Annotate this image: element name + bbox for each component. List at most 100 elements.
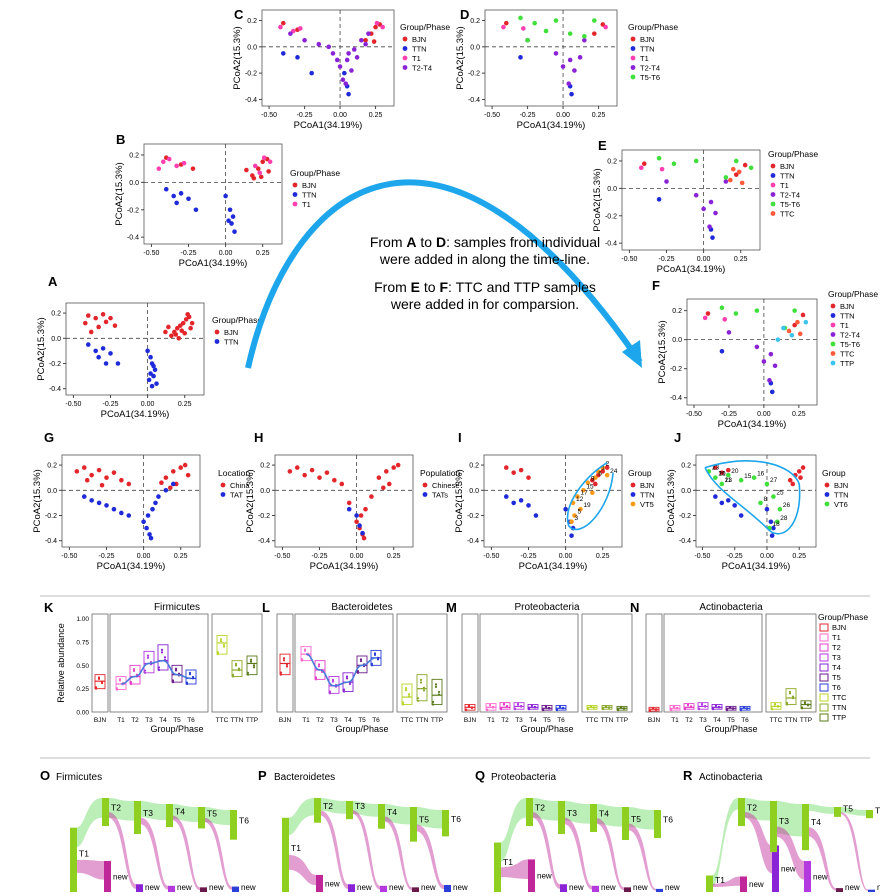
legend-swatch	[630, 74, 636, 80]
box-point	[370, 662, 374, 665]
point-chinese	[369, 494, 374, 499]
point-ttn	[85, 342, 91, 347]
box-point	[527, 707, 531, 710]
box-point	[586, 707, 590, 710]
box-point	[686, 703, 690, 706]
point-tat	[170, 481, 176, 487]
box-point	[431, 703, 435, 706]
point-bjn	[85, 313, 91, 318]
point-t2-t4	[707, 224, 712, 230]
box-point	[282, 657, 286, 660]
box-point	[279, 671, 283, 674]
box-point	[714, 704, 718, 707]
point-t1	[257, 170, 263, 176]
box-point	[132, 669, 136, 673]
x-tick-label: -0.25	[99, 553, 115, 560]
x-axis-label: PCoA1(34.19%)	[517, 120, 586, 131]
point-t2-t4	[316, 41, 322, 47]
point-t1	[267, 159, 273, 165]
sankey-node-label: T1	[79, 849, 89, 859]
sankey-node-label: T6	[451, 814, 461, 824]
point-china	[163, 475, 169, 480]
point-bjn	[266, 169, 271, 174]
x-tick-label: 0.25	[792, 553, 806, 560]
point-chinese	[361, 535, 367, 541]
point-ttn	[149, 383, 155, 389]
box-point	[404, 689, 408, 692]
new-node-label: new	[209, 883, 224, 892]
box-point	[651, 706, 655, 710]
sankey-node-label: T5	[207, 809, 217, 819]
legend-swatch	[402, 36, 408, 42]
point-bjn	[180, 320, 186, 326]
point-ttn	[710, 235, 715, 240]
box-point	[314, 676, 318, 679]
new-node-label: new	[325, 879, 340, 888]
point-ttn	[342, 70, 347, 76]
box-point	[607, 706, 611, 709]
box-point	[246, 671, 250, 674]
point-bjn	[163, 329, 168, 335]
box-point	[376, 656, 380, 659]
legend-label: T1	[412, 54, 421, 63]
legend-swatch	[830, 341, 836, 347]
box-point	[419, 678, 423, 681]
box-point	[530, 704, 534, 707]
x-tick-label: TTN	[785, 717, 798, 724]
sankey-node-t4	[166, 804, 173, 828]
box-point	[328, 692, 332, 695]
x-axis-label: Group/Phase	[150, 724, 203, 734]
box-point	[683, 707, 687, 710]
facet-frame	[294, 613, 394, 713]
box-point	[94, 686, 98, 689]
box-point	[252, 664, 256, 667]
box-point	[356, 671, 360, 674]
sample-label: 11	[725, 477, 732, 484]
box-iqr	[129, 664, 141, 685]
legend-label: T5	[832, 673, 841, 682]
point-bjn	[112, 323, 118, 328]
point-t5-t6	[733, 158, 739, 164]
point-bjn	[88, 329, 94, 335]
point-bjn	[93, 315, 98, 321]
sankey-new-flow	[288, 854, 316, 886]
point-t2-t4	[359, 37, 364, 43]
sample-label: 20	[731, 468, 739, 475]
point-china	[111, 470, 117, 475]
sankey-flow	[596, 804, 622, 827]
box-point	[513, 707, 517, 710]
y-tick-label: 0.2	[47, 463, 57, 470]
x-tick-label: T2	[131, 717, 139, 724]
x-tick-label: T3	[330, 717, 338, 724]
legend-swatch	[819, 713, 829, 722]
x-tick-label: T5	[727, 717, 735, 724]
legend-title: Group/Phase	[828, 289, 878, 299]
box-point	[547, 706, 551, 709]
panel-o: O Firmicutes new new new new new T1 T2 T3 T4 T5 T6	[40, 768, 256, 892]
legend-title: Group/Phase	[628, 22, 678, 32]
point-vt6	[725, 472, 731, 478]
point-t5-t6	[518, 15, 523, 21]
point-t1	[659, 166, 665, 172]
point-t5-t6	[656, 155, 662, 161]
box-point	[502, 702, 506, 706]
point-bjn	[641, 161, 647, 166]
x-axis-label: PCoA1(34.19%)	[179, 258, 248, 269]
legend-swatch	[402, 65, 408, 70]
y-tick-label: 0.00	[76, 710, 89, 717]
sankey-node-t5	[834, 807, 841, 817]
x-tick-label: -0.25	[312, 553, 328, 560]
point-chinese	[317, 475, 322, 480]
legend-label: TTP	[840, 359, 854, 368]
new-node-bar	[624, 887, 631, 892]
panel-letter: M	[446, 600, 457, 615]
box-point	[345, 677, 349, 680]
legend-swatch	[630, 482, 636, 488]
legend-label: TTN	[302, 191, 317, 200]
point-ttp	[789, 333, 795, 338]
sankey-node-t5	[410, 807, 417, 842]
box-point	[163, 656, 167, 659]
point-t2-t4	[363, 41, 368, 47]
box-point	[422, 689, 426, 692]
sankey-flow	[204, 807, 230, 826]
